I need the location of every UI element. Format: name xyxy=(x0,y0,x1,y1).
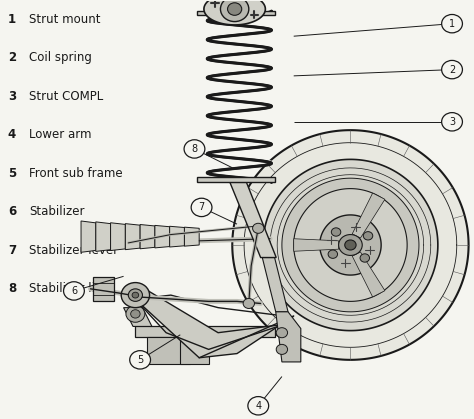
Polygon shape xyxy=(140,225,155,249)
Text: 6: 6 xyxy=(71,286,77,296)
Polygon shape xyxy=(319,215,381,275)
Polygon shape xyxy=(125,224,140,250)
Text: 3: 3 xyxy=(449,117,455,127)
Circle shape xyxy=(328,250,337,259)
Circle shape xyxy=(132,292,139,298)
Circle shape xyxy=(220,0,249,21)
Polygon shape xyxy=(204,0,265,25)
Circle shape xyxy=(338,235,362,256)
Text: 4: 4 xyxy=(255,401,261,411)
Polygon shape xyxy=(294,239,338,251)
Text: 1: 1 xyxy=(449,19,455,28)
Polygon shape xyxy=(81,221,96,252)
Polygon shape xyxy=(197,11,275,16)
Circle shape xyxy=(360,254,370,262)
Text: 6: 6 xyxy=(8,205,16,218)
Polygon shape xyxy=(136,326,275,337)
Text: Coil spring: Coil spring xyxy=(29,52,92,65)
Circle shape xyxy=(345,240,356,250)
Polygon shape xyxy=(262,258,288,312)
Polygon shape xyxy=(180,337,209,364)
Polygon shape xyxy=(232,130,469,360)
Polygon shape xyxy=(110,223,125,251)
Circle shape xyxy=(128,289,143,301)
Circle shape xyxy=(64,282,84,300)
Text: Stabilizer lever: Stabilizer lever xyxy=(29,243,118,256)
Circle shape xyxy=(191,198,212,217)
Polygon shape xyxy=(263,159,438,331)
Polygon shape xyxy=(147,337,190,364)
Text: 5: 5 xyxy=(8,167,16,180)
Polygon shape xyxy=(197,177,275,182)
Polygon shape xyxy=(276,312,301,362)
Circle shape xyxy=(121,282,150,308)
Text: 3: 3 xyxy=(8,90,16,103)
Text: 7: 7 xyxy=(8,243,16,256)
Text: 2: 2 xyxy=(449,65,455,75)
Polygon shape xyxy=(93,277,114,300)
Circle shape xyxy=(248,397,269,415)
Text: 1: 1 xyxy=(8,13,16,26)
Circle shape xyxy=(130,351,151,369)
Polygon shape xyxy=(124,308,152,326)
Text: 2: 2 xyxy=(8,52,16,65)
Circle shape xyxy=(131,310,140,318)
Circle shape xyxy=(126,305,145,322)
Polygon shape xyxy=(352,252,385,297)
Polygon shape xyxy=(352,193,385,238)
Polygon shape xyxy=(230,182,276,258)
Circle shape xyxy=(442,60,463,79)
Circle shape xyxy=(243,298,255,308)
Circle shape xyxy=(442,15,463,33)
Circle shape xyxy=(276,344,288,354)
Text: Strut COMPL: Strut COMPL xyxy=(29,90,103,103)
Text: Front sub frame: Front sub frame xyxy=(29,167,123,180)
Circle shape xyxy=(442,113,463,131)
Circle shape xyxy=(253,223,264,233)
Circle shape xyxy=(184,140,205,158)
Polygon shape xyxy=(170,226,184,247)
Text: 4: 4 xyxy=(8,128,16,141)
Text: 8: 8 xyxy=(191,144,198,154)
Polygon shape xyxy=(136,289,294,358)
Text: Lower arm: Lower arm xyxy=(29,128,91,141)
Polygon shape xyxy=(155,225,170,248)
Text: Stabilizer: Stabilizer xyxy=(29,205,84,218)
Circle shape xyxy=(363,232,373,240)
Text: Stabilizer link: Stabilizer link xyxy=(29,282,109,295)
Text: 7: 7 xyxy=(199,202,205,212)
Polygon shape xyxy=(294,189,407,301)
Polygon shape xyxy=(96,222,110,251)
Text: 5: 5 xyxy=(137,355,143,365)
Text: Strut mount: Strut mount xyxy=(29,13,100,26)
Circle shape xyxy=(331,228,341,236)
Polygon shape xyxy=(184,227,199,246)
Circle shape xyxy=(228,3,242,16)
Circle shape xyxy=(276,328,288,338)
Text: 8: 8 xyxy=(8,282,16,295)
Polygon shape xyxy=(282,178,419,312)
